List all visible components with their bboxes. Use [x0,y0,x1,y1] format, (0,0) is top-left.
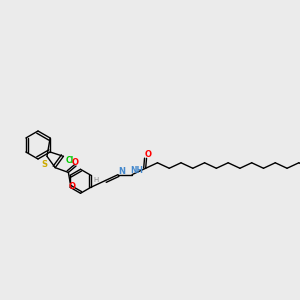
Text: H: H [93,177,98,183]
Text: N: N [118,167,126,176]
Text: S: S [42,160,48,169]
Text: O: O [71,158,79,166]
Text: O: O [69,182,76,191]
Text: Cl: Cl [65,156,74,165]
Text: O: O [145,150,152,159]
Text: NH: NH [130,166,144,175]
